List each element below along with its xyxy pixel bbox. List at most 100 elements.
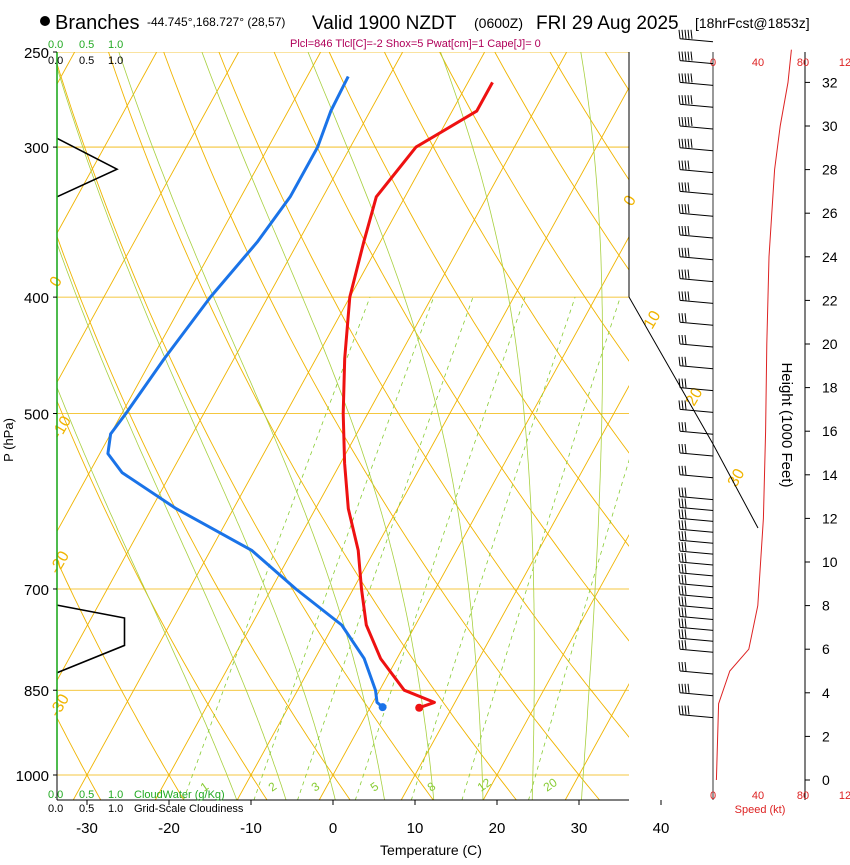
y-axis-label: P (hPa) bbox=[1, 418, 16, 462]
isotherm-40 bbox=[647, 52, 850, 800]
wind-barb-26 bbox=[679, 291, 713, 303]
wind-barb-9 bbox=[679, 575, 713, 587]
wind-barb-32 bbox=[679, 161, 713, 173]
forecast-info: [18hrFcst@1853z] bbox=[695, 15, 810, 31]
dry-adiabat-50 bbox=[265, 31, 766, 801]
wind-barb-38 bbox=[679, 30, 713, 42]
speed-top-label-3: 12 bbox=[839, 57, 850, 69]
height-tick-label-4: 4 bbox=[822, 685, 830, 701]
moist-adiabat-2 bbox=[46, 31, 335, 801]
dewpoint-line bbox=[108, 77, 383, 708]
utc-time: (0600Z) bbox=[474, 15, 523, 31]
mixing-ratio-8 bbox=[411, 297, 575, 800]
speed-bottom-label-0: 0 bbox=[710, 790, 716, 802]
height-tick-label-6: 6 bbox=[822, 641, 830, 657]
cloudiness-legend: Grid-Scale Cloudiness bbox=[134, 803, 244, 815]
wind-barb-6 bbox=[679, 608, 713, 620]
isotherm-label-2: -30 bbox=[47, 691, 73, 720]
temperature-line bbox=[343, 82, 492, 707]
mixing-ratio-label-20: 20 bbox=[541, 775, 560, 794]
wind-barb-22 bbox=[679, 379, 713, 391]
height-tick-label-20: 20 bbox=[822, 336, 838, 352]
wind-barb-31 bbox=[679, 182, 713, 194]
height-tick-label-12: 12 bbox=[822, 510, 838, 526]
bottom-cloudwater-0: 0.0 bbox=[48, 789, 63, 801]
wind-barb-11 bbox=[679, 553, 713, 565]
mixing-ratio-3 bbox=[297, 297, 473, 800]
x-tick-label-30: 30 bbox=[571, 820, 588, 837]
moist-adiabat-32 bbox=[577, 31, 603, 801]
wind-barb-2 bbox=[679, 662, 713, 674]
mixing-ratio-label-3: 3 bbox=[309, 779, 323, 794]
p-tick-label-700: 700 bbox=[24, 582, 49, 599]
x-tick-label--30: -30 bbox=[76, 820, 98, 837]
wind-barb-5 bbox=[679, 618, 713, 630]
wind-height-panel: 0246810121416182022242628303200404080801… bbox=[629, 30, 850, 802]
wind-barb-20 bbox=[679, 422, 713, 434]
wind-barb-14 bbox=[679, 520, 713, 532]
wind-barb-16 bbox=[679, 499, 713, 511]
x-tick-label-0: 0 bbox=[329, 820, 337, 837]
p-tick-label-850: 850 bbox=[24, 683, 49, 700]
wind-barb-24 bbox=[679, 335, 713, 347]
dry-adiabat-150 bbox=[811, 31, 850, 801]
speed-bottom-label-2: 80 bbox=[797, 790, 809, 802]
wind-barb-15 bbox=[679, 509, 713, 521]
wind-barb-23 bbox=[679, 357, 713, 369]
valid-time: Valid 1900 NZDT bbox=[312, 13, 457, 34]
site-marker-icon bbox=[40, 16, 50, 26]
wind-barb-35 bbox=[679, 95, 713, 107]
site-coords: -44.745°,168.727° (28,57) bbox=[147, 15, 285, 29]
p-tick-label-250: 250 bbox=[24, 45, 49, 62]
isotherm-label-0: -10 bbox=[49, 413, 75, 442]
height-tick-label-0: 0 bbox=[822, 772, 830, 788]
dry-adiabat-20 bbox=[102, 31, 517, 801]
isotherm-10 bbox=[401, 52, 812, 800]
mixing-ratio-label-2: 2 bbox=[266, 779, 280, 794]
height-tick-label-14: 14 bbox=[822, 467, 838, 483]
height-tick-label-32: 32 bbox=[822, 74, 838, 90]
wind-barb-28 bbox=[679, 248, 713, 260]
dry-adiabat-0 bbox=[0, 31, 350, 801]
mixing-ratio-20 bbox=[528, 297, 679, 800]
plot-clip-group bbox=[0, 31, 850, 801]
wind-barb-33 bbox=[679, 139, 713, 151]
wind-barb-3 bbox=[679, 640, 713, 652]
dewpoint-surface-point bbox=[379, 703, 387, 711]
isotherm-30 bbox=[565, 52, 850, 800]
top-cloudwater-05: 0.5 bbox=[79, 39, 94, 51]
x-tick-label--20: -20 bbox=[158, 820, 180, 837]
p-tick-label-500: 500 bbox=[24, 407, 49, 424]
top-cloudwater-0: 0.0 bbox=[48, 39, 63, 51]
isotherm-label-4: 0 bbox=[621, 193, 640, 209]
mixing-ratio-12 bbox=[462, 297, 621, 800]
x-tick-label-20: 20 bbox=[489, 820, 506, 837]
height-axis-label: Height (1000 Feet) bbox=[778, 362, 795, 487]
wind-barb-12 bbox=[679, 542, 713, 554]
wind-barb-0 bbox=[679, 706, 713, 718]
wind-barb-18 bbox=[679, 466, 713, 478]
wind-barb-10 bbox=[679, 564, 713, 576]
height-tick-label-10: 10 bbox=[822, 554, 838, 570]
height-tick-label-26: 26 bbox=[822, 205, 838, 221]
dry-adiabat-110 bbox=[592, 31, 850, 801]
speed-bottom-label-3: 12 bbox=[839, 790, 850, 802]
wind-barb-17 bbox=[679, 488, 713, 500]
wind-barb-19 bbox=[679, 444, 713, 456]
wind-barb-37 bbox=[679, 52, 713, 64]
wind-barb-25 bbox=[679, 313, 713, 325]
bottom-cloudiness-05: 0.5 bbox=[79, 803, 94, 815]
dry-adiabat-30 bbox=[156, 31, 600, 801]
speed-bottom-label-1: 40 bbox=[752, 790, 764, 802]
top-cloudiness-05: 0.5 bbox=[79, 55, 94, 67]
isotherm-label-1: -20 bbox=[47, 548, 73, 577]
dry-adiabat-140 bbox=[756, 31, 850, 801]
speed-top-label-1: 40 bbox=[752, 57, 764, 69]
bottom-cloudiness-1: 1.0 bbox=[108, 803, 123, 815]
height-tick-label-30: 30 bbox=[822, 118, 838, 134]
wind-barb-27 bbox=[679, 270, 713, 282]
dry-adiabat-100 bbox=[538, 31, 850, 801]
